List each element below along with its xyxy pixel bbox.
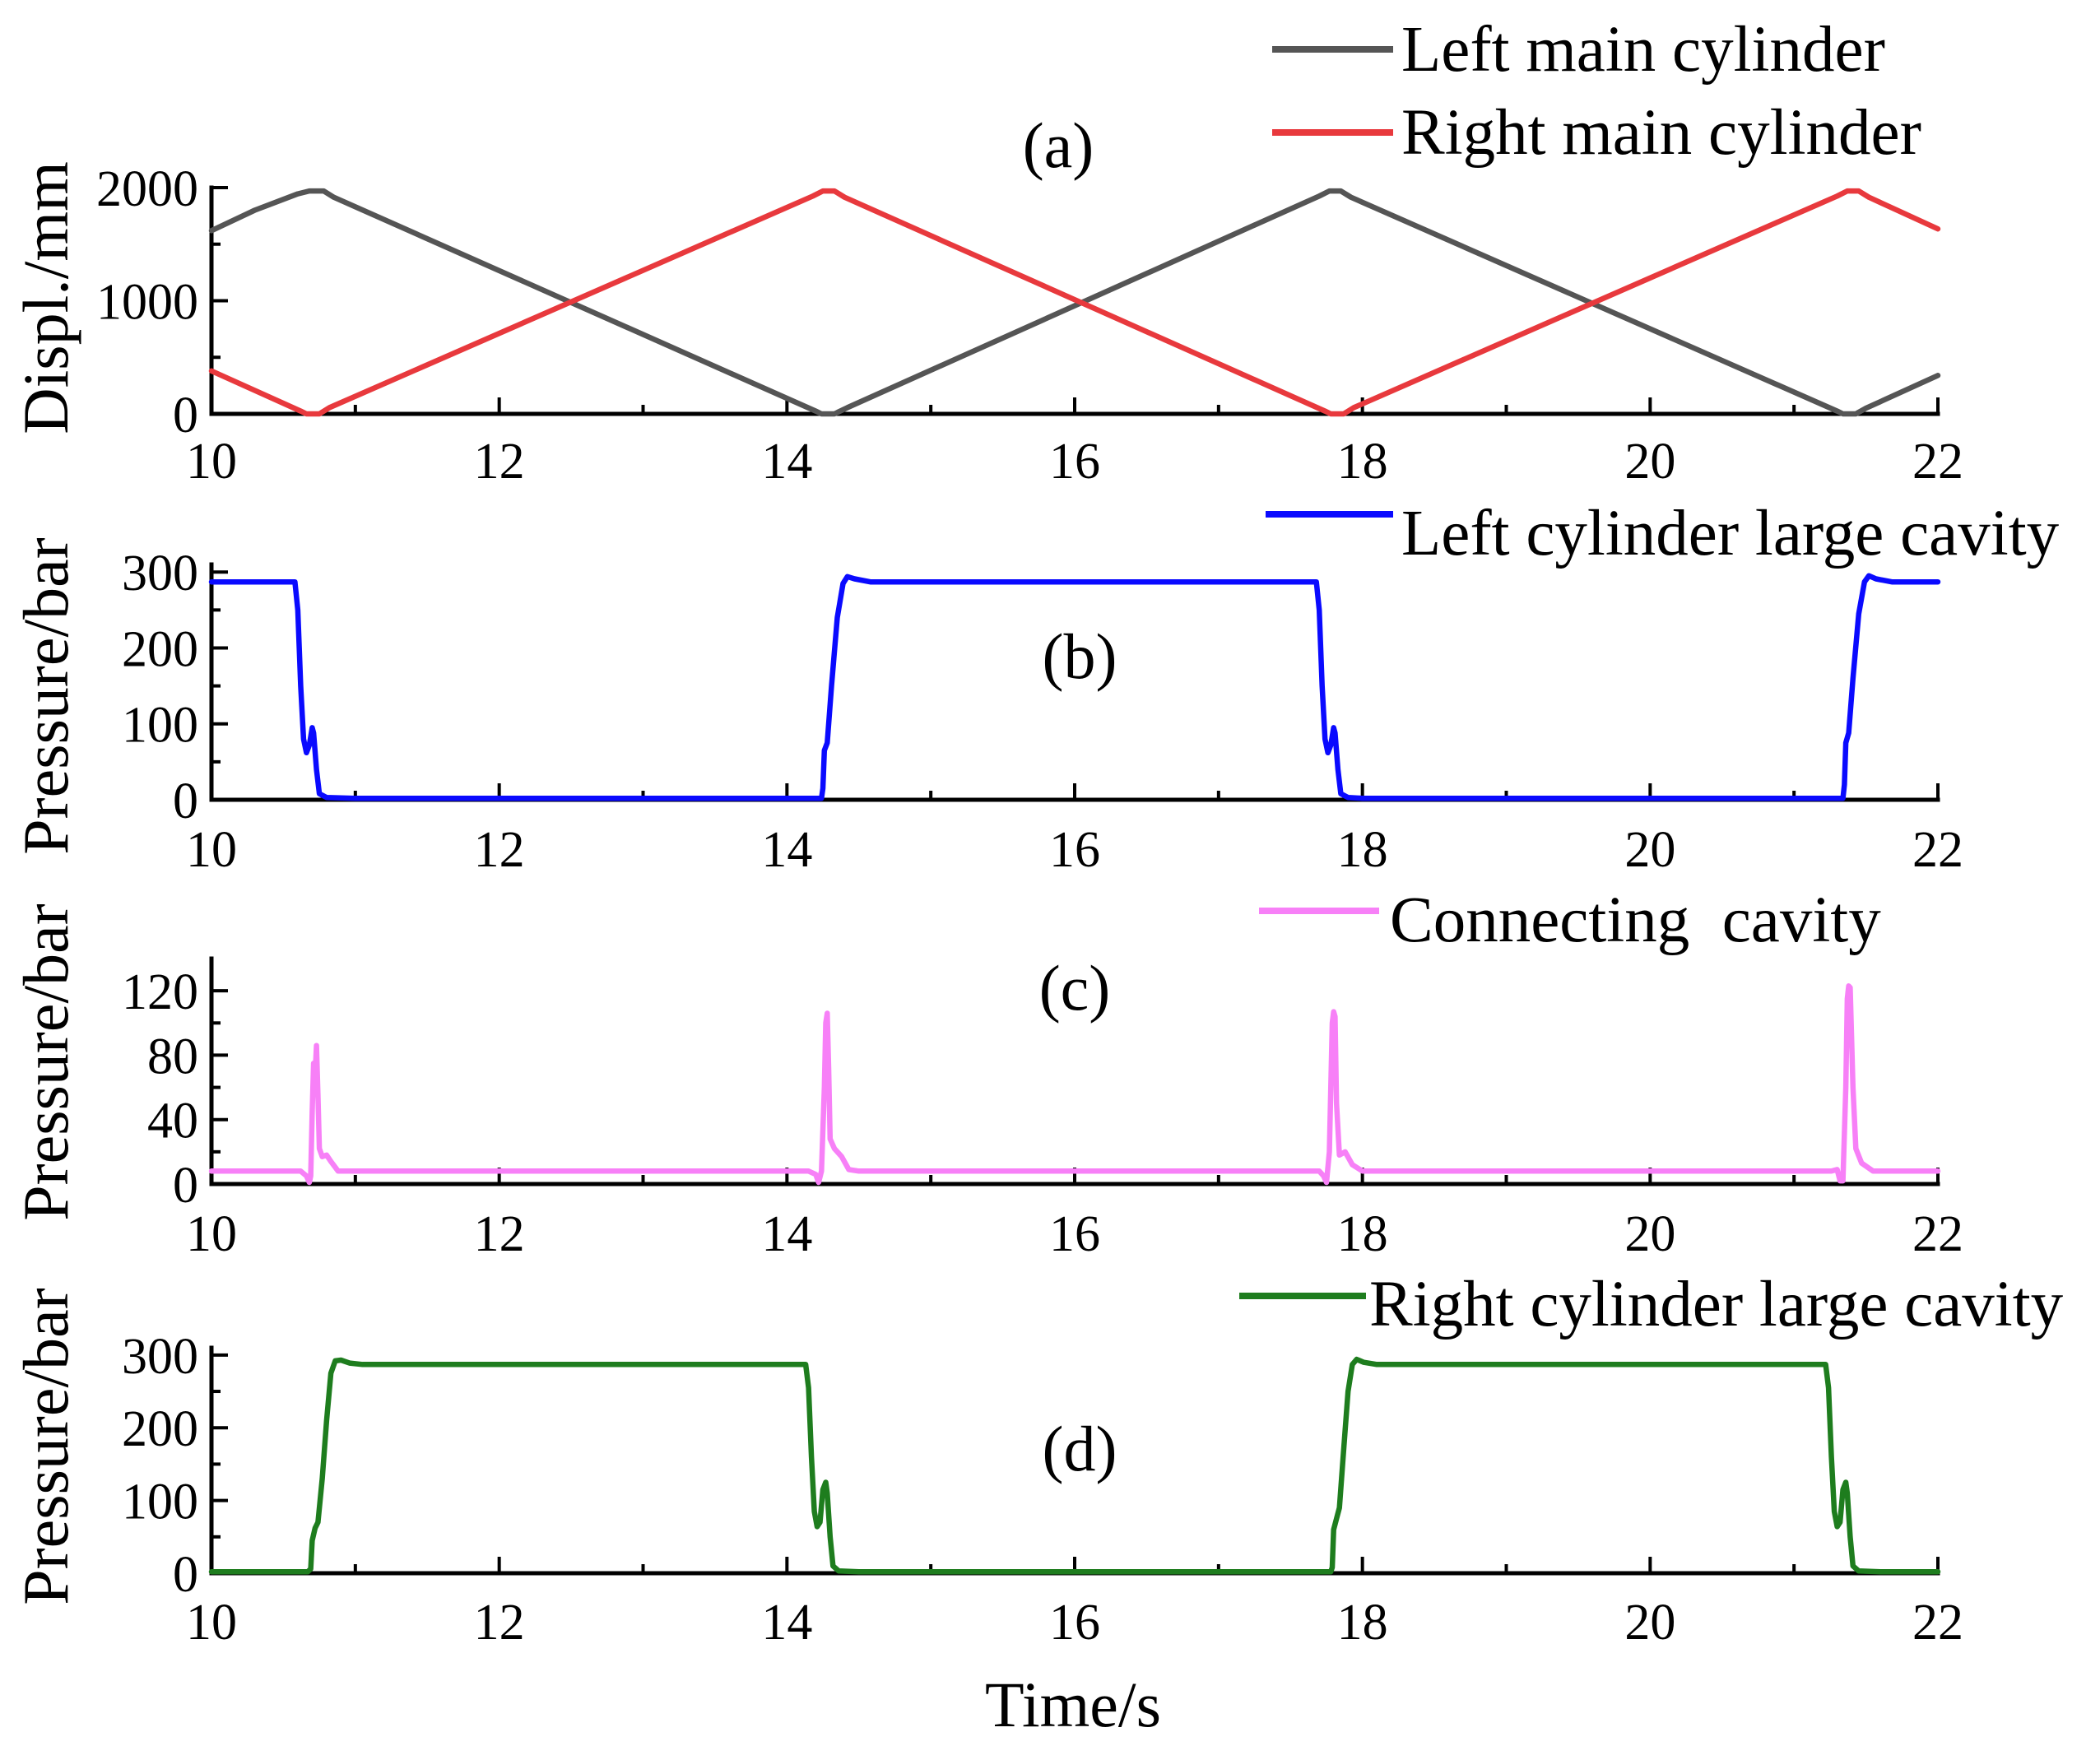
x-tick-label: 20 (1624, 1595, 1675, 1651)
x-tick-label: 18 (1337, 1595, 1388, 1651)
x-tick-label: 12 (474, 1206, 525, 1262)
y-tick-label: 80 (147, 1029, 198, 1084)
legend-d: Right cylinder large cavity (1239, 1269, 2064, 1340)
y-tick-label: 2000 (96, 161, 198, 217)
panel-label-a: (a) (1023, 109, 1094, 181)
x-tick-label: 12 (474, 822, 525, 878)
x-tick-label: 16 (1049, 1595, 1100, 1651)
y-tick-label: 200 (122, 621, 198, 677)
x-tick-label: 10 (186, 1206, 237, 1262)
legend-label-connecting-cavity: Connecting cavity (1390, 885, 1881, 956)
legend-label-right-cylinder-large-cavity: Right cylinder large cavity (1369, 1269, 2064, 1340)
x-tick-label: 16 (1049, 1206, 1100, 1262)
x-tick-label: 14 (761, 434, 812, 490)
x-tick-label: 22 (1912, 822, 1963, 878)
panel-d: 10 12 14 16 18 20 22 0 100 200 300 (d) Pressure/ba… (10, 1269, 2064, 1740)
y-tick-label: 100 (122, 698, 198, 754)
y-tick-label: 0 (173, 773, 198, 829)
y-tick-label: 0 (173, 1547, 198, 1603)
series-line-right-cylinder-large-cavity (208, 1356, 1941, 1575)
series-line-left-main-cylinder (208, 188, 1941, 417)
series-line-connecting-cavity (208, 983, 1941, 1186)
panel-b: 10 12 14 16 18 20 22 0 100 200 300 (b) Pressure/ba… (10, 498, 2060, 878)
y-tick-label: 1000 (96, 275, 198, 331)
plot-area-d: 10 12 14 16 18 20 22 0 100 200 300 (122, 1329, 1963, 1651)
y-tick-label: 120 (122, 964, 198, 1020)
x-tick-label: 16 (1049, 822, 1100, 878)
x-tick-label: 18 (1337, 822, 1388, 878)
legend-label-right-main-cylinder: Right main cylinder (1401, 97, 1921, 169)
y-tick-label: 300 (122, 1329, 198, 1385)
legend-label-left-main-cylinder: Left main cylinder (1401, 14, 1885, 86)
y-tick-label: 100 (122, 1474, 198, 1530)
panel-label-c: (c) (1039, 952, 1111, 1024)
x-tick-label: 12 (474, 1595, 525, 1651)
y-axis-title-d: Pressure/bar (10, 1288, 81, 1605)
x-tick-label: 22 (1912, 434, 1963, 490)
y-tick-label: 0 (173, 1158, 198, 1214)
y-tick-label: 0 (173, 388, 198, 443)
x-tick-label: 14 (761, 1206, 812, 1262)
plot-area-c: 10 12 14 16 18 20 22 0 40 80 120 (122, 956, 1963, 1262)
x-tick-label: 10 (186, 434, 237, 490)
x-axis-title: Time/s (985, 1669, 1161, 1740)
x-tick-label: 10 (186, 1595, 237, 1651)
legend-b: Left cylinder large cavity (1266, 498, 2060, 569)
x-tick-label: 12 (474, 434, 525, 490)
plot-area-a: 10 12 14 16 18 20 22 0 1000 2000 (96, 161, 1963, 490)
series-line-right-main-cylinder (208, 188, 1941, 417)
panel-label-b: (b) (1043, 620, 1117, 692)
x-tick-label: 20 (1624, 434, 1675, 490)
x-tick-label: 14 (761, 822, 812, 878)
x-tick-label: 22 (1912, 1206, 1963, 1262)
x-tick-label: 20 (1624, 1206, 1675, 1262)
panel-label-d: (d) (1043, 1413, 1117, 1484)
legend-label-left-cylinder-large-cavity: Left cylinder large cavity (1401, 498, 2060, 569)
y-axis-title-c: Pressure/bar (10, 903, 81, 1221)
y-tick-label: 200 (122, 1401, 198, 1457)
x-tick-label: 18 (1337, 434, 1388, 490)
panel-a: 10 12 14 16 18 20 22 0 1000 2000 (a) Displ./mm Le… (10, 14, 1963, 490)
legend-a: Left main cylinder Right main cylinder (1272, 14, 1921, 169)
legend-c: Connecting cavity (1259, 885, 1881, 956)
series-line-left-cylinder-large-cavity (208, 573, 1941, 801)
x-tick-label: 20 (1624, 822, 1675, 878)
y-tick-label: 40 (147, 1094, 198, 1149)
plot-area-b: 10 12 14 16 18 20 22 0 100 200 300 (122, 546, 1963, 878)
x-tick-label: 16 (1049, 434, 1100, 490)
x-tick-label: 18 (1337, 1206, 1388, 1262)
y-axis-title-a: Displ./mm (10, 161, 81, 434)
y-axis-title-b: Pressure/bar (10, 537, 81, 855)
x-tick-label: 14 (761, 1595, 812, 1651)
x-tick-label: 10 (186, 822, 237, 878)
y-tick-label: 300 (122, 546, 198, 601)
x-tick-label: 22 (1912, 1595, 1963, 1651)
